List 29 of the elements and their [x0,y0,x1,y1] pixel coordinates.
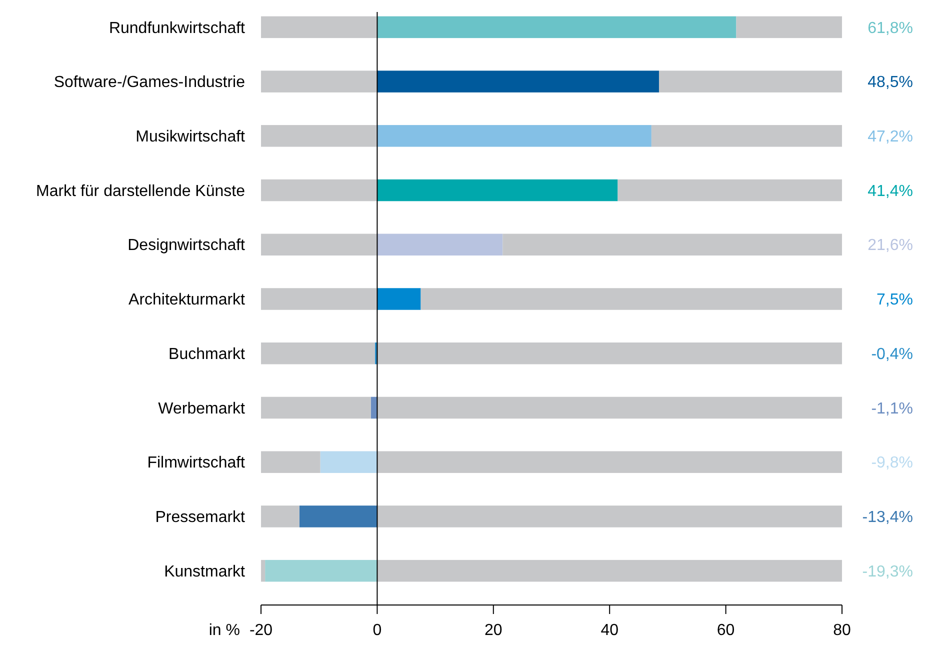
data-label: -0,4% [871,346,913,363]
data-label: 41,4% [868,182,913,200]
y-tick-label: Software-/Games-Industrie [54,74,246,92]
y-tick-label: Kunstmarkt [164,563,246,580]
x-tick-label: -20 [249,622,273,639]
y-tick-label: Designwirtschaft [128,237,246,254]
data-label: 21,6% [868,237,913,254]
data-label: -13,4% [862,509,913,526]
y-tick-label: Filmwirtschaft [147,454,246,472]
x-tick-label: 60 [716,622,735,639]
y-tick-label: Markt für darstellende Künste [36,182,246,200]
data-label: 61,8% [868,20,913,37]
y-tick-label: Werbemarkt [158,400,246,418]
x-tick-label: 20 [484,622,502,639]
x-tick-label: 0 [372,622,382,639]
data-label: 7,5% [876,292,913,309]
x-axis-title: in % [208,622,240,639]
y-tick-label: Architekturmarkt [128,292,246,309]
data-label: 48,5% [868,74,913,92]
y-tick-label: Rundfunkwirtschaft [108,20,246,37]
y-tick-label: Musikwirtschaft [136,128,246,146]
data-label: -9,8% [871,454,913,472]
data-label: -1,1% [871,400,913,418]
x-tick-label: 80 [833,622,851,639]
y-tick-label: Buchmarkt [168,346,246,363]
data-label: 47,2% [868,128,913,146]
data-label: -19,3% [862,563,913,580]
x-tick-label: 40 [600,622,619,639]
y-tick-label: Pressemarkt [155,509,246,526]
